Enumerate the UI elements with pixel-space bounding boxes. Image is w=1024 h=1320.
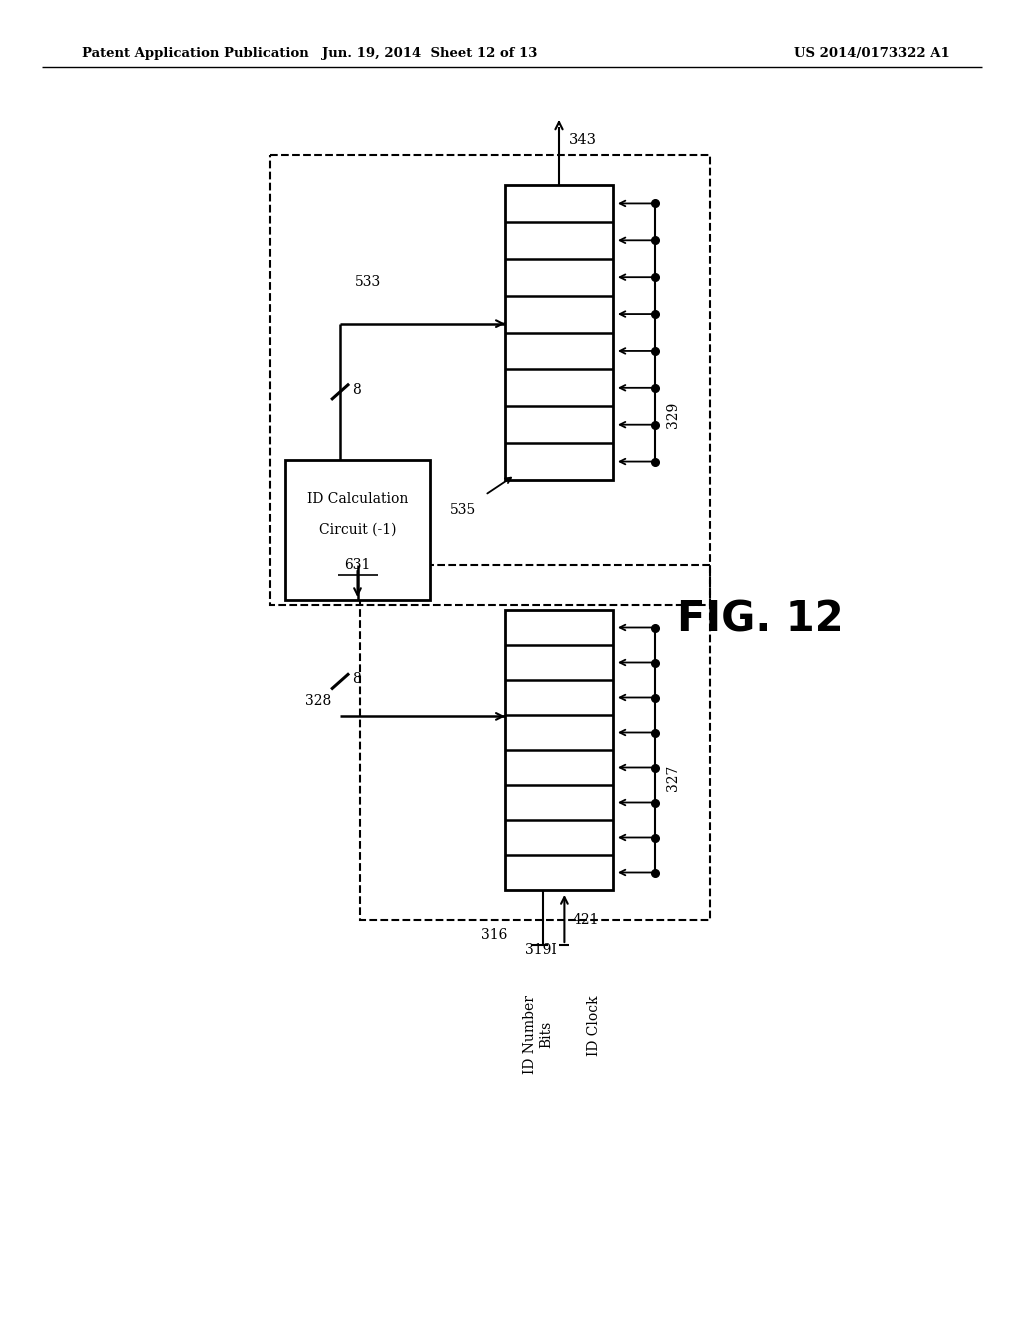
Text: US 2014/0173322 A1: US 2014/0173322 A1 (795, 48, 950, 61)
Bar (505, 185, 613, 480)
Text: 533: 533 (355, 275, 381, 289)
Text: 328: 328 (305, 694, 332, 709)
Text: 535: 535 (450, 503, 476, 517)
Bar (270, 154, 710, 605)
Text: 329: 329 (666, 403, 680, 428)
Text: ID Clock: ID Clock (588, 995, 601, 1056)
Text: FIG. 12: FIG. 12 (677, 599, 844, 642)
Text: Jun. 19, 2014  Sheet 12 of 13: Jun. 19, 2014 Sheet 12 of 13 (323, 48, 538, 61)
Text: Patent Application Publication: Patent Application Publication (82, 48, 309, 61)
Text: ID Number
Bits: ID Number Bits (522, 995, 553, 1074)
Text: 8: 8 (352, 672, 360, 686)
Text: 316: 316 (481, 928, 508, 942)
Text: Circuit (-1): Circuit (-1) (318, 523, 396, 537)
Bar (360, 565, 710, 920)
Text: ID Calculation: ID Calculation (307, 492, 409, 506)
Text: 327: 327 (666, 764, 680, 791)
Bar (505, 610, 613, 890)
Text: 8: 8 (352, 383, 360, 397)
Text: 421: 421 (572, 913, 599, 927)
Text: 343: 343 (569, 133, 597, 147)
Bar (285, 459, 430, 601)
Text: 319I: 319I (524, 942, 556, 957)
Text: 631: 631 (344, 558, 371, 572)
